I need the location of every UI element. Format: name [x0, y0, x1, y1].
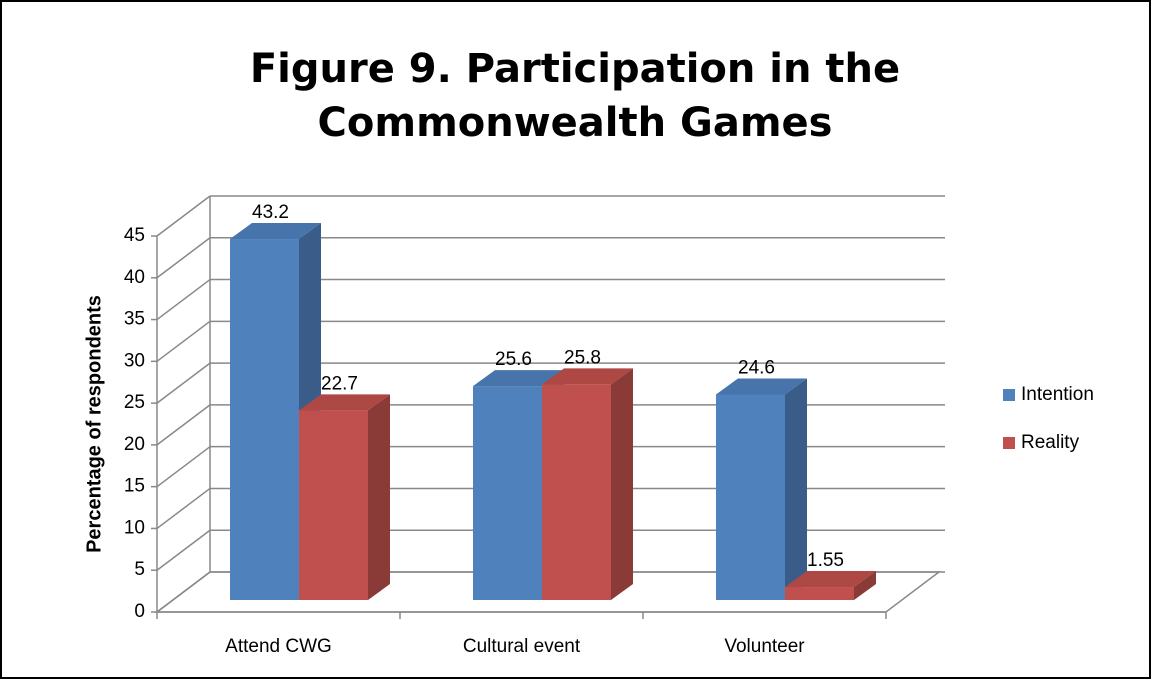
y-axis-label: Percentage of respondents: [83, 295, 105, 553]
grid-line: [156, 571, 211, 613]
y-tick-label: 0: [134, 601, 145, 622]
bar-top: [716, 378, 807, 395]
bar-top: [473, 370, 564, 387]
bar-side: [785, 378, 807, 600]
bar-top: [542, 368, 633, 385]
grid-line: [156, 237, 211, 279]
bar-front: [299, 410, 368, 600]
data-label: 25.8: [564, 347, 601, 368]
y-tick-label: 5: [134, 559, 145, 580]
bar-front: [473, 386, 542, 600]
y-tick-label: 45: [124, 225, 145, 246]
grid-line: [156, 320, 211, 362]
bar-side: [368, 394, 390, 600]
x-tick-label: Attend CWG: [225, 636, 332, 657]
bar-top: [785, 571, 876, 588]
legend-label: Intention: [1021, 384, 1094, 405]
grid-line: [156, 529, 211, 571]
bar-front: [230, 239, 299, 601]
data-label: 43.2: [252, 202, 289, 223]
bar: [299, 394, 390, 600]
y-tick-label: 30: [124, 350, 145, 371]
data-label: 1.55: [807, 550, 844, 571]
y-tick-label: 10: [124, 517, 145, 538]
bar-front: [785, 587, 854, 600]
grid-line: [156, 404, 211, 446]
bar-top: [230, 223, 321, 240]
legend-swatch: [1003, 437, 1015, 449]
legend-swatch: [1003, 389, 1015, 401]
chart-title: Figure 9. Participation in the Commonwea…: [249, 46, 901, 146]
data-label: 24.6: [738, 357, 775, 378]
bar-front: [716, 394, 785, 600]
bar-front: [542, 384, 611, 600]
y-tick-label: 35: [124, 309, 145, 330]
grid-line: [156, 487, 211, 530]
x-tick-label: Cultural event: [463, 636, 581, 657]
bar: [716, 378, 807, 600]
y-tick-label: 15: [124, 476, 145, 497]
data-label: 25.6: [495, 349, 532, 370]
bar: [785, 571, 876, 600]
data-label: 22.7: [321, 373, 358, 394]
y-tick-label: 40: [124, 267, 145, 288]
bar-side: [611, 368, 633, 600]
bar: [542, 368, 633, 600]
grid-line: [156, 446, 211, 488]
grid-line: [156, 195, 211, 237]
y-tick-label: 25: [124, 392, 145, 413]
bar-top: [299, 394, 390, 411]
bar-side: [854, 571, 876, 600]
y-tick-label: 20: [124, 434, 145, 455]
x-tick-label: Volunteer: [724, 636, 805, 657]
grid-line: [156, 362, 211, 404]
grid-line: [156, 278, 211, 321]
legend-label: Reality: [1021, 432, 1080, 453]
